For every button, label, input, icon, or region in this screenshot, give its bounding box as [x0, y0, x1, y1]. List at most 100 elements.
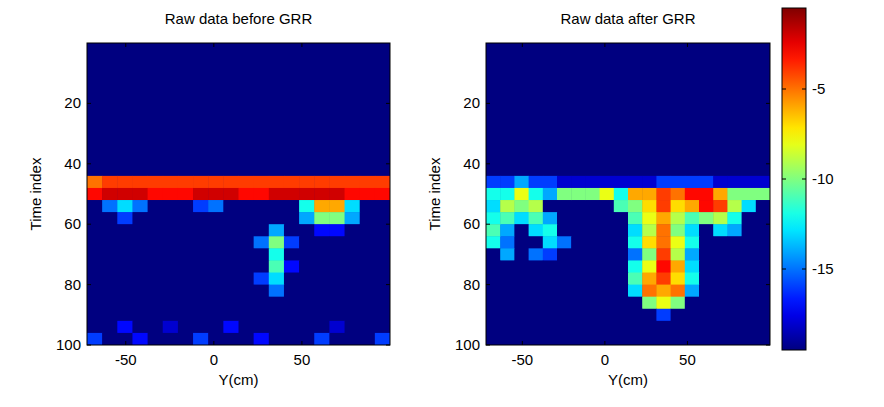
cell [269, 103, 285, 116]
cell [557, 128, 572, 141]
cell [585, 103, 600, 116]
cell [193, 140, 209, 153]
cell [375, 333, 390, 345]
cell [284, 55, 300, 68]
cell [239, 67, 255, 80]
cell [193, 321, 209, 334]
cell [132, 200, 148, 213]
cell [614, 67, 629, 80]
cell [375, 115, 390, 128]
cell [671, 128, 686, 141]
cell [345, 115, 361, 128]
colorbar-tick [802, 269, 806, 270]
cell [727, 236, 742, 249]
cell [87, 285, 103, 298]
cell [117, 67, 133, 80]
cell [585, 297, 600, 310]
cell [600, 79, 615, 92]
cell [102, 236, 118, 249]
cell [208, 188, 224, 201]
y-tick [87, 284, 91, 285]
cell [600, 164, 615, 177]
cell [642, 91, 657, 104]
cell [685, 115, 700, 128]
cell [699, 273, 714, 286]
cell [269, 79, 285, 92]
cell [514, 285, 529, 298]
cell [529, 248, 544, 261]
cell [543, 285, 558, 298]
cell [178, 297, 194, 310]
cell [163, 55, 179, 68]
cell [713, 128, 728, 141]
cell [671, 297, 686, 310]
cell [756, 43, 770, 56]
cell [314, 140, 330, 153]
cell [132, 176, 148, 189]
cell [671, 103, 686, 116]
cell [529, 224, 544, 237]
cell [685, 260, 700, 273]
cell [671, 140, 686, 153]
cell [671, 152, 686, 165]
cell [375, 103, 390, 116]
cell [329, 128, 345, 141]
cell [132, 103, 148, 116]
cell [178, 55, 194, 68]
cell [571, 164, 586, 177]
cell [284, 248, 300, 261]
cell [223, 273, 239, 286]
x-tick [213, 341, 214, 345]
cell [163, 140, 179, 153]
cell [756, 115, 770, 128]
cell [299, 200, 315, 213]
cell [500, 236, 515, 249]
cell [699, 309, 714, 322]
cell [614, 152, 629, 165]
cell [299, 236, 315, 249]
cell [656, 79, 671, 92]
cell [557, 43, 572, 56]
cell [557, 152, 572, 165]
y-tick [486, 224, 490, 225]
cell [671, 188, 686, 201]
cell [360, 309, 376, 322]
cell [102, 273, 118, 286]
cell [284, 115, 300, 128]
cell [671, 212, 686, 225]
cell [87, 273, 103, 286]
cell [514, 67, 529, 80]
cell [727, 224, 742, 237]
cell [223, 321, 239, 334]
cell [742, 164, 757, 177]
cell [600, 200, 615, 213]
y-tick [87, 345, 91, 346]
cell [571, 128, 586, 141]
cell [685, 321, 700, 334]
cell [178, 224, 194, 237]
cell [87, 224, 103, 237]
cell [208, 212, 224, 225]
cell [314, 321, 330, 334]
cell [239, 79, 255, 92]
cell [314, 152, 330, 165]
cell [585, 309, 600, 322]
cell [514, 224, 529, 237]
cell [329, 79, 345, 92]
cell [360, 79, 376, 92]
cell [585, 152, 600, 165]
cell [600, 91, 615, 104]
cell [514, 152, 529, 165]
cell [699, 55, 714, 68]
cell [314, 164, 330, 177]
cell [543, 152, 558, 165]
cell [628, 115, 643, 128]
cell [208, 103, 224, 116]
cell [486, 91, 501, 104]
cell [727, 260, 742, 273]
cell [727, 321, 742, 334]
cell [314, 128, 330, 141]
cell [628, 273, 643, 286]
cell [543, 115, 558, 128]
cell [656, 91, 671, 104]
